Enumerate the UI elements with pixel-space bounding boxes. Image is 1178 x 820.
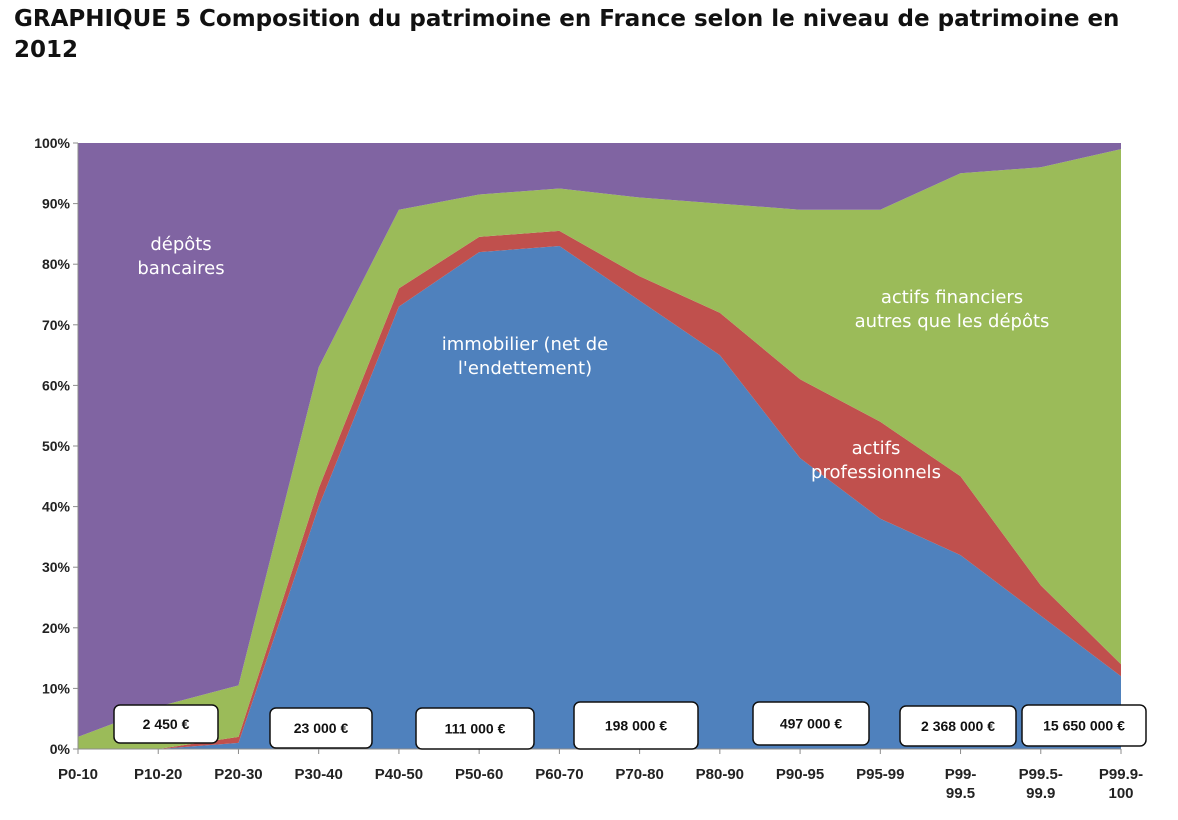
areas-layer	[78, 143, 1121, 750]
value-box-text: 111 000 €	[445, 721, 506, 737]
x-tick-label: P99.5-	[1019, 766, 1063, 783]
axes: 0% 10% 20% 30% 40% 50% 60% 70% 80% 90% 100% P0-10 P1…	[34, 135, 1143, 802]
x-tick-label: P60-70	[535, 766, 583, 783]
value-box-text: 497 000 €	[780, 716, 842, 732]
area-label-depots: dépôts	[150, 234, 211, 255]
y-tick-label: 10%	[42, 680, 71, 696]
area-label-immobilier: l'endettement)	[458, 358, 592, 379]
x-tick-label: P30-40	[295, 766, 343, 783]
value-box-frame	[269, 707, 373, 749]
value-box-text: 2 368 000 €	[921, 718, 995, 734]
x-tick-label: P90-95	[776, 766, 824, 783]
x-tick-label: P99-	[945, 766, 977, 783]
y-tick-label: 50%	[42, 438, 71, 454]
x-tick-label: P0-10	[58, 766, 98, 783]
value-box: 111 000 €	[415, 707, 535, 750]
x-tick-label: P95-99	[856, 766, 904, 783]
value-box-text: 198 000 €	[605, 718, 667, 734]
x-tick-label: P50-60	[455, 766, 503, 783]
value-box-frame	[899, 705, 1017, 747]
x-tick-label: P80-90	[696, 766, 744, 783]
area-label-professionnels: professionnels	[811, 462, 941, 483]
area-label-financiers: actifs financiers	[881, 287, 1023, 308]
y-tick-label: 0%	[50, 741, 71, 757]
value-box-frame	[752, 701, 870, 746]
value-box: 497 000 €	[752, 701, 870, 746]
chart-title: GRAPHIQUE 5 Composition du patrimoine en…	[14, 6, 1120, 63]
y-tick-label: 80%	[42, 256, 71, 272]
value-box-text: 2 450 €	[143, 716, 190, 732]
area-label-immobilier: immobilier (net de	[442, 334, 609, 355]
area-label-depots: bancaires	[137, 258, 224, 279]
y-tick-label: 40%	[42, 499, 71, 515]
value-box: 2 450 €	[113, 704, 219, 744]
x-tick-label: 100	[1108, 785, 1133, 802]
x-tick-label: P10-20	[134, 766, 182, 783]
y-tick-label: 70%	[42, 317, 71, 333]
value-box-frame	[415, 707, 535, 750]
x-tick-label: P70-80	[615, 766, 663, 783]
area-label-financiers: autres que les dépôts	[855, 311, 1050, 332]
value-boxes: 2 450 € 23 000 € 111 000 € 198 000 € 497 000…	[113, 701, 1147, 750]
x-tick-label: P20-30	[214, 766, 262, 783]
y-tick-label: 20%	[42, 620, 71, 636]
area-immobilier	[78, 246, 1121, 749]
area-labels: dépôts bancaires immobilier (net de l'endet…	[137, 234, 1049, 483]
area-financiers	[78, 149, 1121, 750]
y-tick-label: 100%	[34, 135, 70, 151]
value-box: 198 000 €	[573, 701, 699, 750]
y-tick-label: 60%	[42, 377, 71, 393]
value-box-frame	[1021, 704, 1147, 747]
value-box: 15 650 000 €	[1021, 704, 1147, 747]
x-tick-label: 99.9	[1026, 785, 1055, 802]
x-tick-label: P99.9-	[1099, 766, 1143, 783]
value-box: 23 000 €	[269, 707, 373, 749]
y-tick-label: 30%	[42, 559, 71, 575]
value-box-frame	[573, 701, 699, 750]
x-tick-label: P40-50	[375, 766, 423, 783]
x-tick-label: 99.5	[946, 785, 975, 802]
area-label-professionnels: actifs	[852, 438, 901, 459]
area-depots	[78, 143, 1121, 737]
area-professionnels	[78, 230, 1121, 749]
y-tick-label: 90%	[42, 196, 71, 212]
value-box-text: 23 000 €	[294, 720, 349, 736]
value-box-text: 15 650 000 €	[1043, 718, 1125, 734]
value-box-frame	[113, 704, 219, 744]
value-box: 2 368 000 €	[899, 705, 1017, 747]
